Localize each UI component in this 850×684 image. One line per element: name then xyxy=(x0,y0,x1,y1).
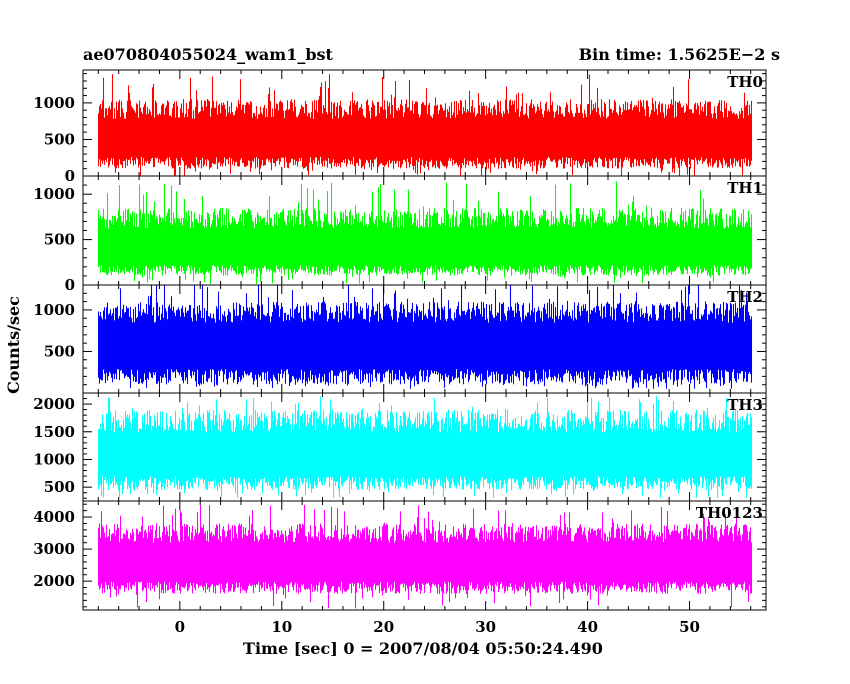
x-tick-label: 50 xyxy=(679,618,700,636)
y-tick-label: 1000 xyxy=(33,450,75,468)
y-tick-label: 0 xyxy=(65,276,75,294)
y-tick-label: 3000 xyxy=(33,540,75,558)
x-tick-label: 20 xyxy=(373,618,394,636)
panel-label: TH3 xyxy=(727,396,763,414)
panel-label: TH2 xyxy=(727,288,763,306)
x-tick-label: 30 xyxy=(475,618,496,636)
figure-title-left: ae070804055024_wam1_bst xyxy=(83,45,334,64)
panel-label: TH0123 xyxy=(696,504,763,522)
series-th3 xyxy=(97,396,753,499)
series-th2 xyxy=(97,285,753,389)
panels-group: 0 500 1000 TH0 0 500 1000 TH1 500 1000 TH2 500 1000 1… xyxy=(33,69,767,611)
y-tick-label: 2000 xyxy=(33,572,75,590)
series-th1 xyxy=(97,181,753,284)
panel-th0123: 2000 3000 4000 TH0123 xyxy=(33,500,767,611)
x-tick-label: 40 xyxy=(577,618,598,636)
y-tick-label: 0 xyxy=(65,167,75,185)
y-tick-label: 1000 xyxy=(33,301,75,319)
panel-th0: 0 500 1000 TH0 xyxy=(33,69,767,185)
x-tick-label: 0 xyxy=(175,618,185,636)
y-tick-label: 4000 xyxy=(33,508,75,526)
panel-th1: 0 500 1000 TH1 xyxy=(33,175,767,294)
panel-th3: 500 1000 1500 2000 TH3 xyxy=(33,392,767,502)
y-tick-label: 500 xyxy=(44,130,75,148)
y-tick-label: 500 xyxy=(44,478,75,496)
panel-th2: 500 1000 TH2 xyxy=(33,284,767,394)
y-tick-label: 1000 xyxy=(33,185,75,203)
figure-title-right: Bin time: 1.5625E−2 s xyxy=(579,45,780,64)
y-axis-label: Counts/sec xyxy=(4,296,23,394)
x-axis-label: Time [sec] 0 = 2007/08/04 05:50:24.490 xyxy=(243,639,603,658)
y-tick-label: 2000 xyxy=(33,395,75,413)
panel-label: TH1 xyxy=(727,179,763,197)
y-tick-label: 500 xyxy=(44,342,75,360)
x-tick-label: 10 xyxy=(271,618,292,636)
y-tick-label: 1000 xyxy=(33,94,75,112)
series-th0 xyxy=(97,74,753,176)
y-tick-label: 1500 xyxy=(33,423,75,441)
y-tick-label: 500 xyxy=(44,231,75,249)
x-tick-labels: 0 10 20 30 40 50 xyxy=(175,618,700,636)
panel-label: TH0 xyxy=(727,73,763,91)
series-th0123 xyxy=(97,504,753,609)
